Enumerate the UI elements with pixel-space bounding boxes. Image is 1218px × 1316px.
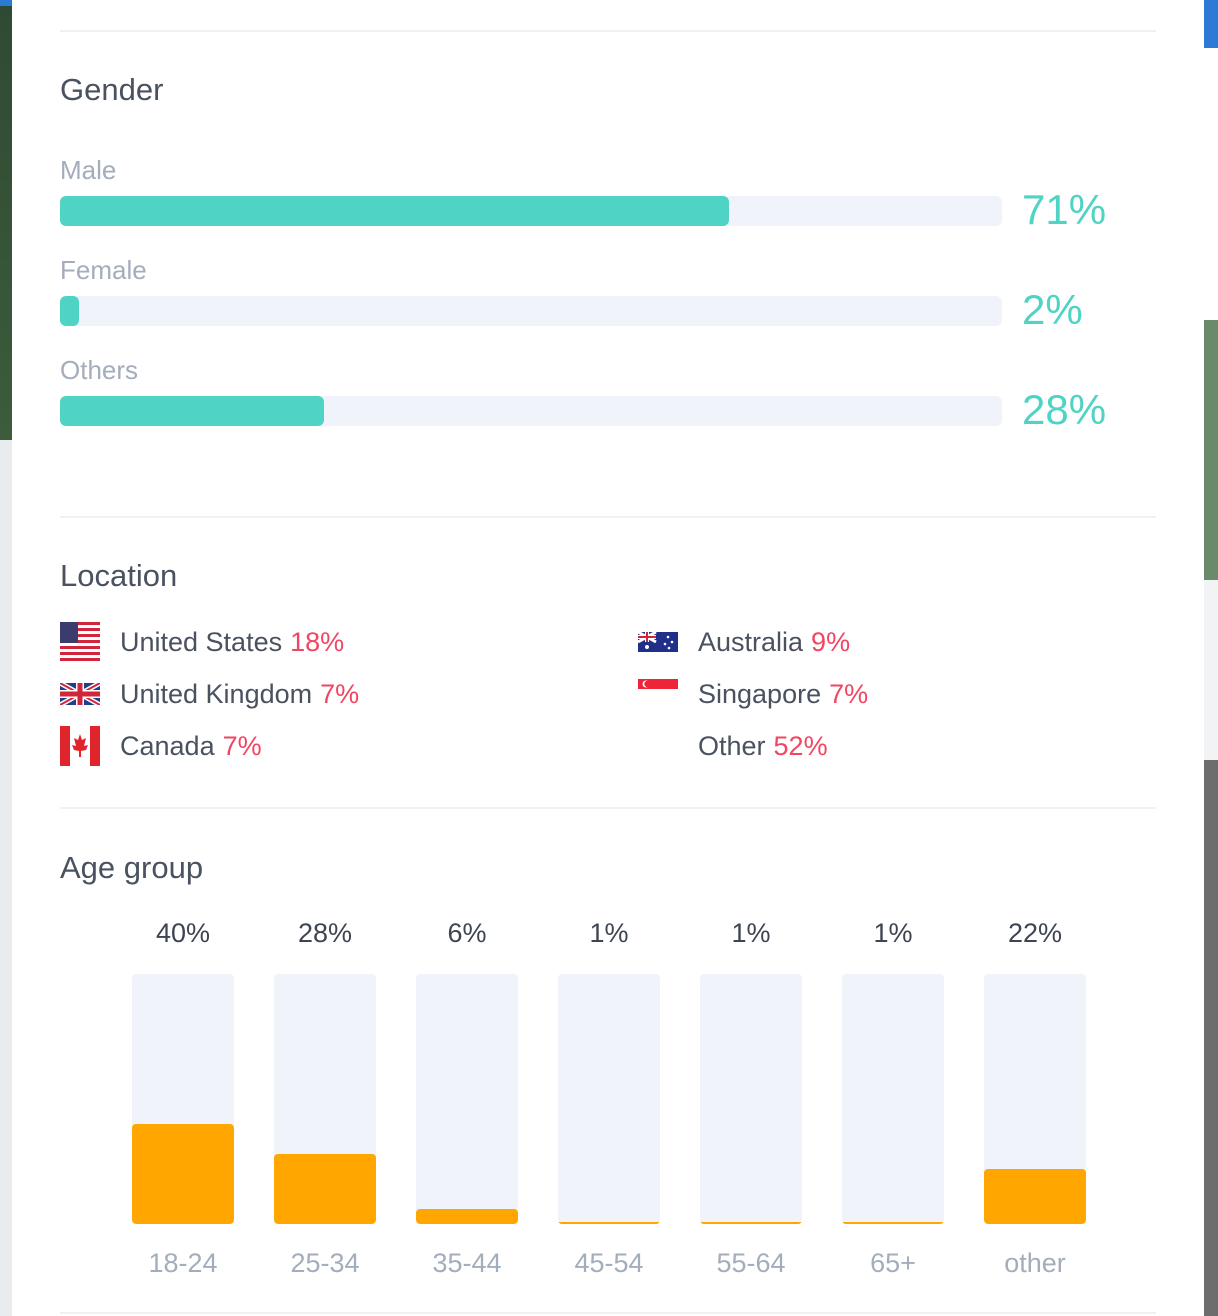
age-bar-fill bbox=[984, 1169, 1086, 1224]
location-percent: 7% bbox=[829, 678, 869, 709]
age-bar-track bbox=[842, 974, 944, 1224]
age-group-55-64: 1% 55-64 bbox=[700, 918, 802, 1278]
uk-flag-icon bbox=[60, 674, 100, 714]
age-percent: 22% bbox=[1007, 918, 1063, 948]
gender-title: Gender bbox=[60, 72, 164, 107]
empty-flag-slot bbox=[638, 726, 678, 766]
age-bar-fill bbox=[558, 1221, 660, 1224]
age-percent: 28% bbox=[297, 918, 353, 948]
location-name: Australia bbox=[698, 626, 804, 657]
age-group-25-34: 28% 25-34 bbox=[274, 918, 376, 1278]
background-page-right bbox=[1204, 0, 1218, 1316]
divider bbox=[60, 807, 1156, 809]
age-percent: 1% bbox=[731, 918, 771, 948]
age-group-65-plus: 1% 65+ bbox=[842, 918, 944, 1278]
divider bbox=[60, 516, 1156, 518]
location-name: Other bbox=[698, 730, 766, 761]
age-label: 65+ bbox=[870, 1248, 916, 1278]
location-item-united-kingdom: United Kingdom 7% bbox=[60, 674, 359, 714]
age-label: other bbox=[1004, 1248, 1066, 1278]
location-percent: 7% bbox=[320, 678, 360, 709]
gender-bar-fill-female bbox=[60, 296, 79, 326]
age-bar-fill bbox=[132, 1124, 234, 1224]
age-group-35-44: 6% 35-44 bbox=[416, 918, 518, 1278]
age-bar-fill bbox=[274, 1154, 376, 1224]
gender-percent-others: 28% bbox=[1022, 386, 1107, 433]
location-percent: 9% bbox=[811, 626, 851, 657]
gender-bar-track-female bbox=[60, 296, 1002, 326]
age-group-18-24: 40% 18-24 bbox=[132, 918, 234, 1278]
age-percent: 40% bbox=[155, 918, 211, 948]
singapore-flag-icon bbox=[638, 674, 678, 714]
location-name: United States bbox=[120, 626, 283, 657]
australia-flag-icon bbox=[638, 622, 678, 662]
background-page-left bbox=[0, 0, 12, 1316]
divider bbox=[60, 1312, 1156, 1314]
divider bbox=[60, 30, 1156, 32]
us-flag-icon bbox=[60, 622, 100, 662]
gender-percent-male: 71% bbox=[1022, 186, 1107, 233]
age-label: 35-44 bbox=[432, 1248, 502, 1278]
location-name: Canada bbox=[120, 730, 215, 761]
age-group-title: Age group bbox=[60, 850, 204, 885]
location-percent: 52% bbox=[773, 730, 828, 761]
age-bar-track bbox=[416, 974, 518, 1224]
audience-modal: Gender Male 71% Female 2% Others 28% Loc… bbox=[12, 0, 1204, 1316]
location-item-other: Other 52% bbox=[638, 726, 828, 766]
location-item-canada: Canada 7% bbox=[60, 726, 262, 766]
location-title: Location bbox=[60, 558, 178, 593]
age-bar-track bbox=[274, 974, 376, 1224]
location-item-singapore: Singapore 7% bbox=[638, 674, 868, 714]
age-label: 55-64 bbox=[716, 1248, 786, 1278]
background-header-strip bbox=[1204, 0, 1218, 48]
background-header-strip bbox=[0, 0, 12, 6]
gender-bar-track-male bbox=[60, 196, 1002, 226]
age-bar-fill bbox=[700, 1221, 802, 1224]
gender-label-male: Male bbox=[60, 155, 117, 185]
gender-label-female: Female bbox=[60, 255, 147, 285]
canada-flag-icon bbox=[60, 726, 100, 766]
age-group-other: 22% other bbox=[984, 918, 1086, 1278]
age-percent: 1% bbox=[589, 918, 629, 948]
age-bar-fill bbox=[842, 1221, 944, 1224]
age-bar-track bbox=[984, 974, 1086, 1224]
age-percent: 6% bbox=[447, 918, 487, 948]
gender-bar-fill-others bbox=[60, 396, 324, 426]
age-label: 18-24 bbox=[148, 1248, 218, 1278]
gender-bar-fill-male bbox=[60, 196, 729, 226]
location-name: Singapore bbox=[698, 678, 822, 709]
gender-bar-track-others bbox=[60, 396, 1002, 426]
age-bar-fill bbox=[416, 1209, 518, 1224]
location-percent: 7% bbox=[222, 730, 262, 761]
age-bar-track bbox=[132, 974, 234, 1224]
age-bar-track bbox=[558, 974, 660, 1224]
age-label: 25-34 bbox=[290, 1248, 360, 1278]
gender-percent-female: 2% bbox=[1022, 286, 1083, 333]
location-item-united-states: United States 18% bbox=[60, 622, 344, 662]
gender-label-others: Others bbox=[60, 355, 139, 385]
age-percent: 1% bbox=[873, 918, 913, 948]
age-bar-track bbox=[700, 974, 802, 1224]
age-group-45-54: 1% 45-54 bbox=[558, 918, 660, 1278]
age-label: 45-54 bbox=[574, 1248, 644, 1278]
location-name: United Kingdom bbox=[120, 678, 313, 709]
location-item-australia: Australia 9% bbox=[638, 622, 850, 662]
location-percent: 18% bbox=[290, 626, 345, 657]
